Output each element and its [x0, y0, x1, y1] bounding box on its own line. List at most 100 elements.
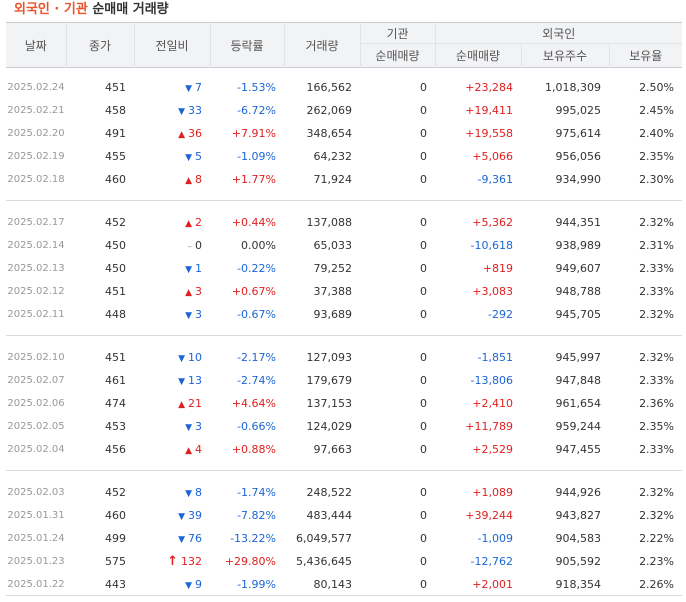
triangle-down-icon: ▼ [185, 265, 192, 275]
header-for-net: 순매매량 [434, 43, 521, 68]
row-spacer [6, 461, 683, 471]
title-highlight: 외국인 · 기관 [14, 2, 88, 17]
cell-foreign-ratio: 2.26% [639, 578, 675, 591]
cell-foreign-ratio: 2.33% [639, 374, 675, 387]
cell-change: ▼ 1 [134, 257, 210, 280]
table-row: 2025.02.20 491 ▲ 36 +7.91% 348,654 0 +19,558 975… [6, 122, 682, 145]
page-title: 외국인 · 기관 순매매 거래량 [0, 0, 686, 22]
table-row: 2025.02.18 460 ▲ 8 +1.77% 71,924 0 -9,361 934,99… [6, 168, 682, 191]
cell-date: 2025.02.06 [7, 398, 65, 409]
header-rate: 등락률 [209, 22, 284, 68]
cell-close: 450 [105, 239, 126, 252]
change-value: 76 [188, 532, 202, 545]
cell-date: 2025.02.18 [7, 174, 65, 185]
cell-date: 2025.02.10 [7, 352, 65, 363]
cell-close: 575 [105, 555, 126, 568]
cell-date: 2025.02.19 [7, 151, 65, 162]
cell-volume: 97,663 [313, 443, 353, 456]
change-value: 36 [188, 127, 202, 140]
cell-change: ▼ 5 [134, 145, 210, 168]
cell-foreign-holding: 947,848 [555, 374, 602, 387]
spacer-cell [6, 471, 682, 482]
cell-inst-net: 0 [420, 397, 427, 410]
cell-foreign-ratio: 2.33% [639, 443, 675, 456]
cell-volume: 166,562 [306, 81, 353, 94]
cell-change: ▼ 3 [134, 303, 210, 326]
cell-rate: +4.64% [231, 397, 276, 410]
cell-inst-net: 0 [420, 509, 427, 522]
row-spacer [6, 191, 683, 201]
cell-inst-net: 0 [420, 262, 427, 275]
cell-foreign-holding: 945,997 [555, 351, 602, 364]
row-spacer [6, 471, 682, 482]
table-row: 2025.02.11 448 ▼ 3 -0.67% 93,689 0 -292 945,705 2… [6, 303, 682, 326]
table-header: 날짜 종가 전일비 등락률 거래량 기관 외국인 순매매량 순매매량 보유주수 … [6, 22, 683, 68]
cell-volume: 124,029 [306, 420, 353, 433]
cell-foreign-ratio: 2.31% [639, 239, 675, 252]
row-spacer [6, 326, 683, 336]
table-row: 2025.02.03 452 ▼ 8 -1.74% 248,522 0 +1,089 944,9… [6, 481, 682, 504]
cell-volume: 80,143 [313, 578, 353, 591]
cell-inst-net: 0 [420, 578, 427, 591]
cell-volume: 127,093 [306, 351, 353, 364]
cell-foreign-holding: 1,018,309 [545, 81, 601, 94]
cell-foreign-net: -1,009 [477, 532, 513, 545]
cell-foreign-ratio: 2.50% [639, 81, 675, 94]
cell-foreign-net: +2,529 [472, 443, 513, 456]
cell-date: 2025.02.04 [7, 444, 65, 455]
cell-change: ▼ 8 [134, 481, 210, 504]
cell-foreign-holding: 905,592 [555, 555, 602, 568]
cell-foreign-ratio: 2.32% [639, 216, 675, 229]
triangle-up-icon: ▲ [185, 446, 192, 456]
cell-date: 2025.02.14 [7, 240, 65, 251]
cell-change: ▼ 13 [134, 369, 210, 392]
change-value: 3 [195, 420, 202, 433]
cell-volume: 137,088 [306, 216, 353, 229]
triangle-up-icon: ▲ [178, 130, 185, 140]
cell-date: 2025.02.12 [7, 286, 65, 297]
triangle-down-icon: ▼ [178, 354, 185, 364]
table-row: 2025.01.22 443 ▼ 9 -1.99% 80,143 0 +2,001 918,35… [6, 573, 682, 596]
cell-volume: 137,153 [306, 397, 353, 410]
cell-foreign-holding: 943,827 [555, 509, 602, 522]
header-for-hold: 보유주수 [520, 43, 609, 68]
cell-foreign-holding: 995,025 [555, 104, 602, 117]
cell-foreign-net: +2,410 [472, 397, 513, 410]
cell-close: 451 [105, 81, 126, 94]
table-row: 2025.02.05 453 ▼ 3 -0.66% 124,029 0 +11,789 959,… [6, 415, 682, 438]
cell-close: 460 [105, 509, 126, 522]
change-value: 9 [195, 578, 202, 591]
header-change: 전일비 [133, 22, 210, 68]
header-inst-net: 순매매량 [359, 43, 435, 68]
header-close: 종가 [65, 22, 134, 68]
cell-change: ▼ 39 [134, 504, 210, 527]
cell-foreign-net: -10,618 [470, 239, 513, 252]
cell-foreign-net: +19,411 [465, 104, 513, 117]
triangle-down-icon: ▼ [185, 423, 192, 433]
table-row: 2025.01.23 575 ↑ 132 +29.80% 5,436,645 0 -12,76… [6, 550, 682, 573]
cell-volume: 65,033 [313, 239, 353, 252]
triangle-down-icon: ▼ [178, 107, 185, 117]
cell-rate: -2.17% [237, 351, 276, 364]
cell-close: 443 [105, 578, 126, 591]
triangle-down-icon: ▼ [185, 311, 192, 321]
triangle-down-icon: ▼ [178, 512, 185, 522]
cell-foreign-net: +2,001 [472, 578, 513, 591]
cell-volume: 71,924 [313, 173, 353, 186]
cell-foreign-net: -1,851 [477, 351, 513, 364]
cell-volume: 79,252 [313, 262, 353, 275]
triangle-down-icon: ▼ [185, 489, 192, 499]
triangle-down-icon: ▼ [178, 535, 185, 545]
cell-date: 2025.02.20 [7, 128, 65, 139]
cell-foreign-ratio: 2.32% [639, 486, 675, 499]
cell-rate: -0.66% [237, 420, 276, 433]
cell-close: 455 [105, 150, 126, 163]
cell-inst-net: 0 [420, 420, 427, 433]
table-row: 2025.01.24 499 ▼ 76 -13.22% 6,049,577 0 -1,009 9… [6, 527, 682, 550]
header-institution: 기관 [359, 22, 435, 44]
cell-change: ▼ 76 [134, 527, 210, 550]
triangle-up-icon: ▲ [178, 400, 185, 410]
cell-volume: 483,444 [306, 509, 353, 522]
upper-limit-arrow-icon: ↑ [167, 554, 178, 569]
cell-rate: -1.99% [237, 578, 276, 591]
